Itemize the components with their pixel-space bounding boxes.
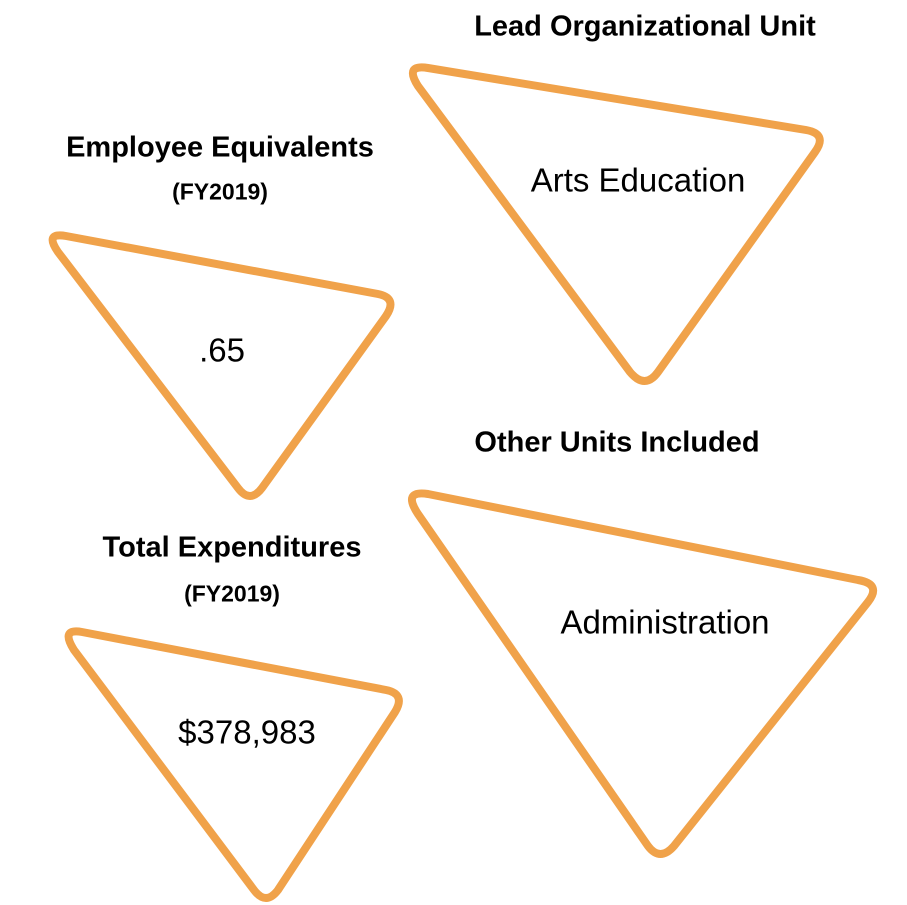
- item-value: .65: [199, 331, 245, 369]
- triangle: [407, 489, 878, 858]
- item-value: Administration: [560, 603, 770, 641]
- item-title: Lead Organizational Unit: [474, 10, 816, 43]
- item-title: Total Expenditures: [102, 531, 362, 564]
- item-title: Other Units Included: [474, 426, 760, 459]
- triangle: [408, 63, 824, 385]
- triangle: [48, 231, 395, 500]
- item-subtitle: (FY2019): [172, 178, 268, 205]
- triangle: [64, 627, 403, 902]
- item-value: $378,983: [178, 713, 316, 751]
- item-subtitle: (FY2019): [184, 580, 280, 607]
- item-value: Arts Education: [530, 161, 746, 199]
- item-title: Employee Equivalents: [66, 131, 374, 164]
